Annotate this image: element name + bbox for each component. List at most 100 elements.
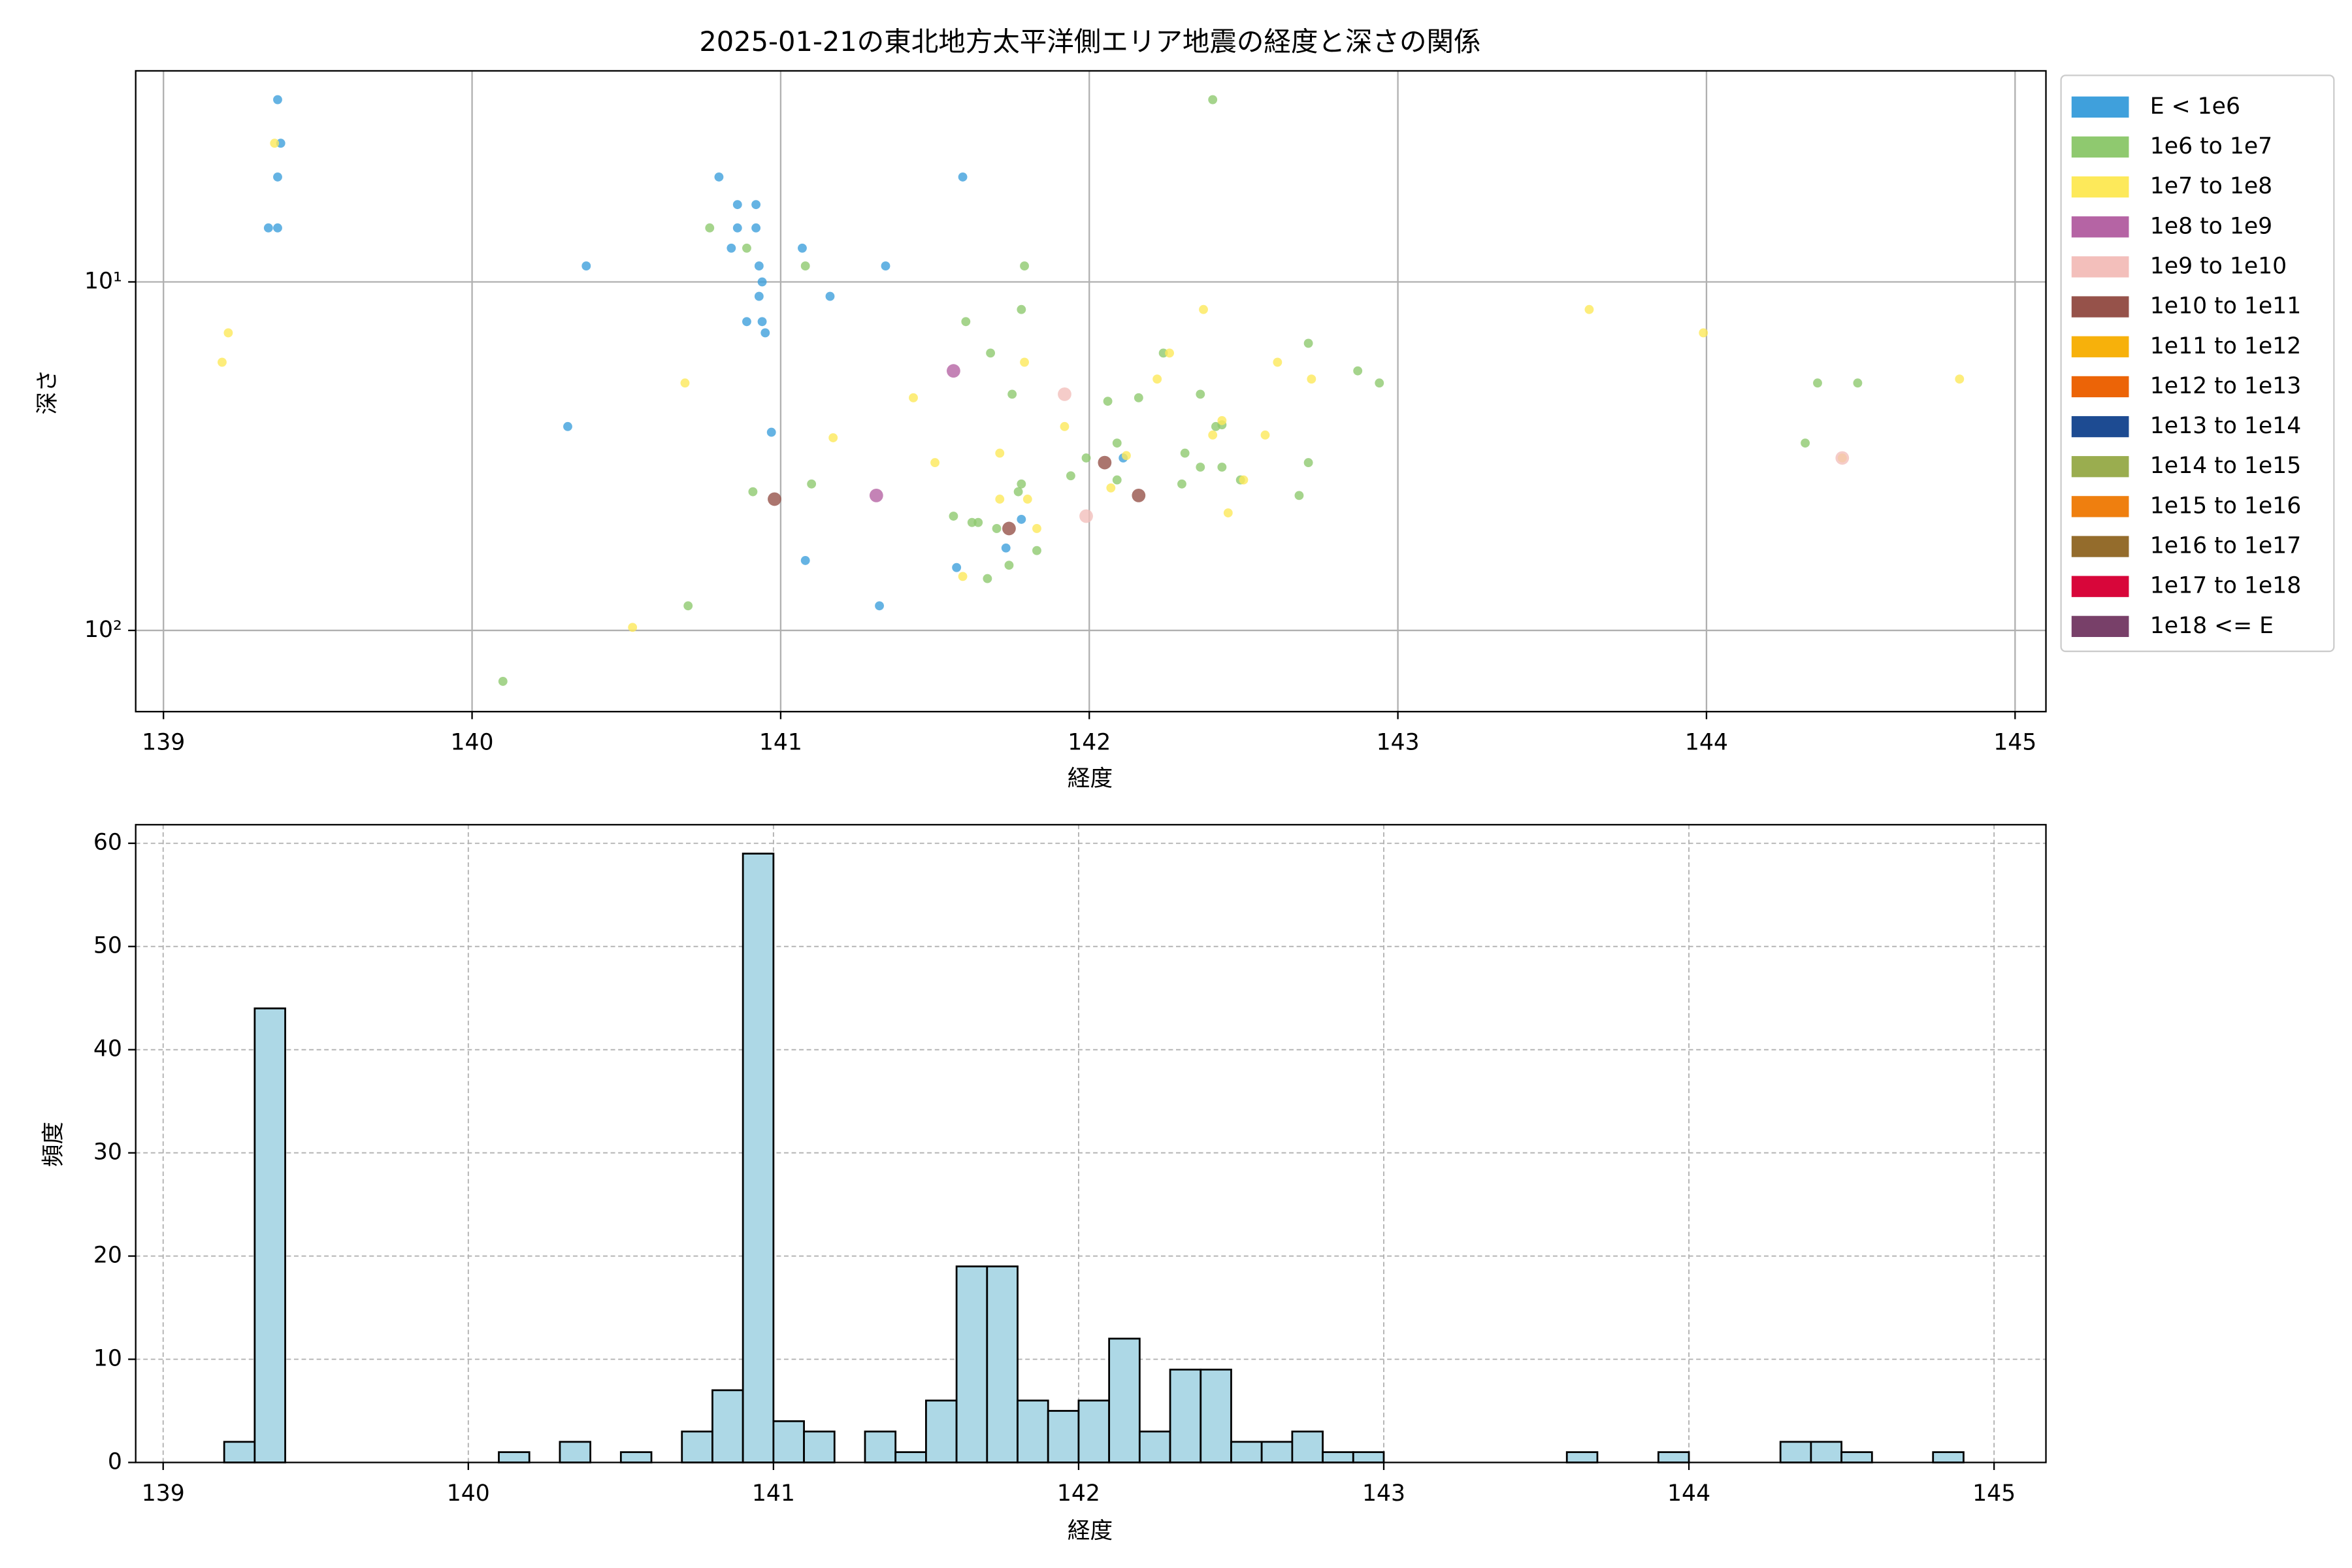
legend-swatch	[2071, 96, 2129, 118]
legend-swatch	[2071, 296, 2129, 318]
y-tick-label: 60	[93, 830, 122, 856]
y-tick-label: 10	[93, 1346, 122, 1372]
data-point	[563, 421, 572, 431]
legend-label: 1e15 to 1e16	[2150, 493, 2301, 519]
data-point	[754, 261, 764, 271]
data-point	[1217, 416, 1227, 425]
data-point	[1058, 387, 1071, 401]
y-tick-label: 10¹	[84, 268, 122, 294]
data-point	[683, 601, 693, 611]
data-point	[1208, 95, 1218, 105]
bar	[559, 1441, 592, 1463]
legend-swatch	[2071, 496, 2129, 517]
x-tick-label: 142	[1068, 730, 1111, 756]
data-point	[1122, 451, 1131, 461]
data-point	[1106, 483, 1116, 493]
data-point	[1303, 458, 1313, 468]
data-point	[1152, 374, 1162, 384]
data-point	[263, 223, 273, 233]
data-point	[757, 277, 767, 287]
bar	[772, 1420, 805, 1463]
legend-label: 1e14 to 1e15	[2150, 453, 2301, 479]
legend-swatch	[2071, 376, 2129, 398]
plot-frame	[135, 70, 2047, 713]
data-point	[800, 555, 810, 565]
data-point	[958, 572, 968, 581]
x-axis-label: 経度	[1068, 766, 1113, 792]
data-point	[986, 348, 996, 358]
y-tick-label: 50	[93, 933, 122, 959]
data-point	[1273, 357, 1282, 367]
data-point	[732, 223, 742, 233]
data-point	[273, 172, 282, 182]
bar	[253, 1007, 286, 1463]
data-point	[995, 448, 1005, 458]
data-point	[1103, 397, 1113, 406]
bar	[1779, 1441, 1812, 1463]
data-point	[273, 223, 282, 233]
x-tick-label: 142	[1057, 1480, 1100, 1507]
bar	[1810, 1441, 1842, 1463]
x-tick-label: 144	[1685, 730, 1728, 756]
data-point	[930, 458, 940, 468]
data-point	[1223, 508, 1233, 517]
data-point	[714, 172, 724, 182]
legend-label: 1e13 to 1e14	[2150, 413, 2301, 439]
bar	[1260, 1441, 1294, 1463]
bar	[1138, 1430, 1171, 1463]
data-point	[909, 393, 918, 402]
data-point	[1112, 438, 1122, 448]
data-point	[1017, 479, 1026, 489]
bar	[986, 1265, 1019, 1463]
data-point	[1584, 304, 1594, 314]
y-tick-label: 10²	[84, 617, 122, 643]
data-point	[958, 172, 968, 182]
bar	[1840, 1451, 1873, 1463]
x-tick-label: 145	[1972, 1480, 2016, 1507]
legend-swatch	[2071, 216, 2129, 238]
data-point	[270, 139, 280, 148]
legend-swatch	[2071, 615, 2129, 637]
data-point	[1307, 374, 1316, 384]
data-point	[1098, 455, 1112, 470]
y-tick-label: 20	[93, 1243, 122, 1269]
bar	[619, 1451, 653, 1463]
data-point	[800, 261, 810, 271]
data-point	[223, 328, 233, 338]
x-tick-label: 139	[142, 730, 185, 756]
x-tick-label: 143	[1362, 1480, 1405, 1507]
data-point	[732, 200, 742, 210]
data-point	[757, 317, 767, 327]
data-point	[995, 495, 1005, 504]
data-point	[983, 574, 992, 583]
legend-label: 1e7 to 1e8	[2150, 173, 2272, 199]
data-point	[760, 328, 770, 338]
data-point	[273, 95, 282, 105]
bar	[1047, 1410, 1080, 1463]
data-point	[881, 261, 890, 271]
bar	[1932, 1451, 1965, 1463]
data-point	[1294, 491, 1304, 500]
data-point	[1196, 389, 1205, 399]
data-point	[581, 261, 591, 271]
data-point	[1001, 543, 1011, 553]
plot-frame	[135, 824, 2047, 1463]
data-point	[768, 492, 781, 506]
legend-label: 1e6 to 1e7	[2150, 133, 2272, 159]
legend-swatch	[2071, 416, 2129, 438]
data-point	[952, 563, 962, 572]
bar	[894, 1451, 927, 1463]
bar	[803, 1430, 836, 1463]
y-axis-label: 頻度	[41, 1122, 67, 1167]
bar	[1017, 1399, 1049, 1463]
data-point	[766, 427, 776, 437]
data-point	[1375, 378, 1384, 388]
legend-label: 1e17 to 1e18	[2150, 573, 2301, 599]
bar	[498, 1451, 531, 1463]
y-tick-label: 30	[93, 1139, 122, 1166]
data-point	[875, 601, 884, 611]
data-point	[1199, 304, 1208, 314]
data-point	[825, 291, 835, 301]
data-point	[1004, 561, 1014, 570]
bar	[1169, 1368, 1202, 1463]
